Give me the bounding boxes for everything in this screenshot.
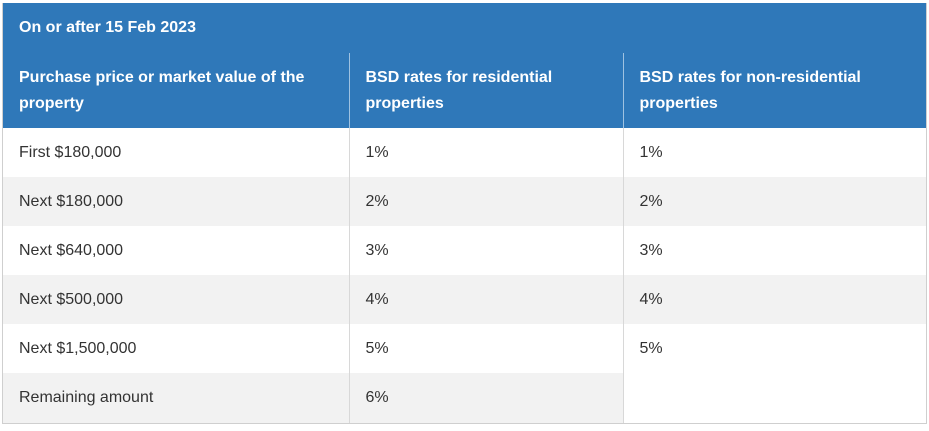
- bsd-rates-table-container: On or after 15 Feb 2023 Purchase price o…: [2, 3, 927, 424]
- cell-non-residential-rate: 5%: [622, 324, 926, 373]
- table-row: Next $500,000 4% 4%: [3, 275, 926, 324]
- cell-residential-rate: 2%: [348, 177, 623, 226]
- column-header-residential-rate: BSD rates for residential properties: [348, 53, 623, 128]
- cell-non-residential-rate: 2%: [622, 177, 926, 226]
- table-row: Next $180,000 2% 2%: [3, 177, 926, 226]
- cell-non-residential-rate: [622, 373, 926, 423]
- table-row: Next $1,500,000 5% 5%: [3, 324, 926, 373]
- cell-residential-rate: 4%: [348, 275, 623, 324]
- cell-band: Next $640,000: [19, 241, 124, 259]
- table-header: On or after 15 Feb 2023 Purchase price o…: [3, 3, 926, 128]
- cell-residential-rate: 1%: [348, 128, 623, 177]
- cell-non-residential-rate: 1%: [622, 128, 926, 177]
- cell-band: Next $180,000: [3, 177, 349, 226]
- cell-band: Next $500,000: [3, 275, 349, 324]
- cell-band: Next $1,500,000: [19, 339, 137, 357]
- cell-residential-rate: 6%: [348, 373, 623, 423]
- table-title: On or after 15 Feb 2023: [3, 3, 926, 53]
- cell-band: First $180,000: [19, 143, 122, 161]
- table-row: Remaining amount 6%: [3, 373, 926, 423]
- cell-band: Remaining amount: [3, 373, 349, 423]
- bsd-rates-table: On or after 15 Feb 2023 Purchase price o…: [3, 3, 926, 423]
- column-header-row: Purchase price or market value of the pr…: [3, 53, 926, 128]
- cell-residential-rate: 3%: [348, 226, 623, 275]
- table-body: First $180,000 1% 1% Next $180,000 2% 2%…: [3, 128, 926, 423]
- cell-residential-rate: 5%: [348, 324, 623, 373]
- table-row: First $180,000 1% 1%: [3, 128, 926, 177]
- table-title-row: On or after 15 Feb 2023: [3, 3, 926, 53]
- cell-non-residential-rate: 3%: [622, 226, 926, 275]
- column-header-non-residential-rate: BSD rates for non-residential properties: [622, 53, 926, 128]
- column-header-purchase-price: Purchase price or market value of the pr…: [3, 53, 349, 128]
- cell-non-residential-rate: 4%: [622, 275, 926, 324]
- table-row: Next $640,000 3% 3%: [3, 226, 926, 275]
